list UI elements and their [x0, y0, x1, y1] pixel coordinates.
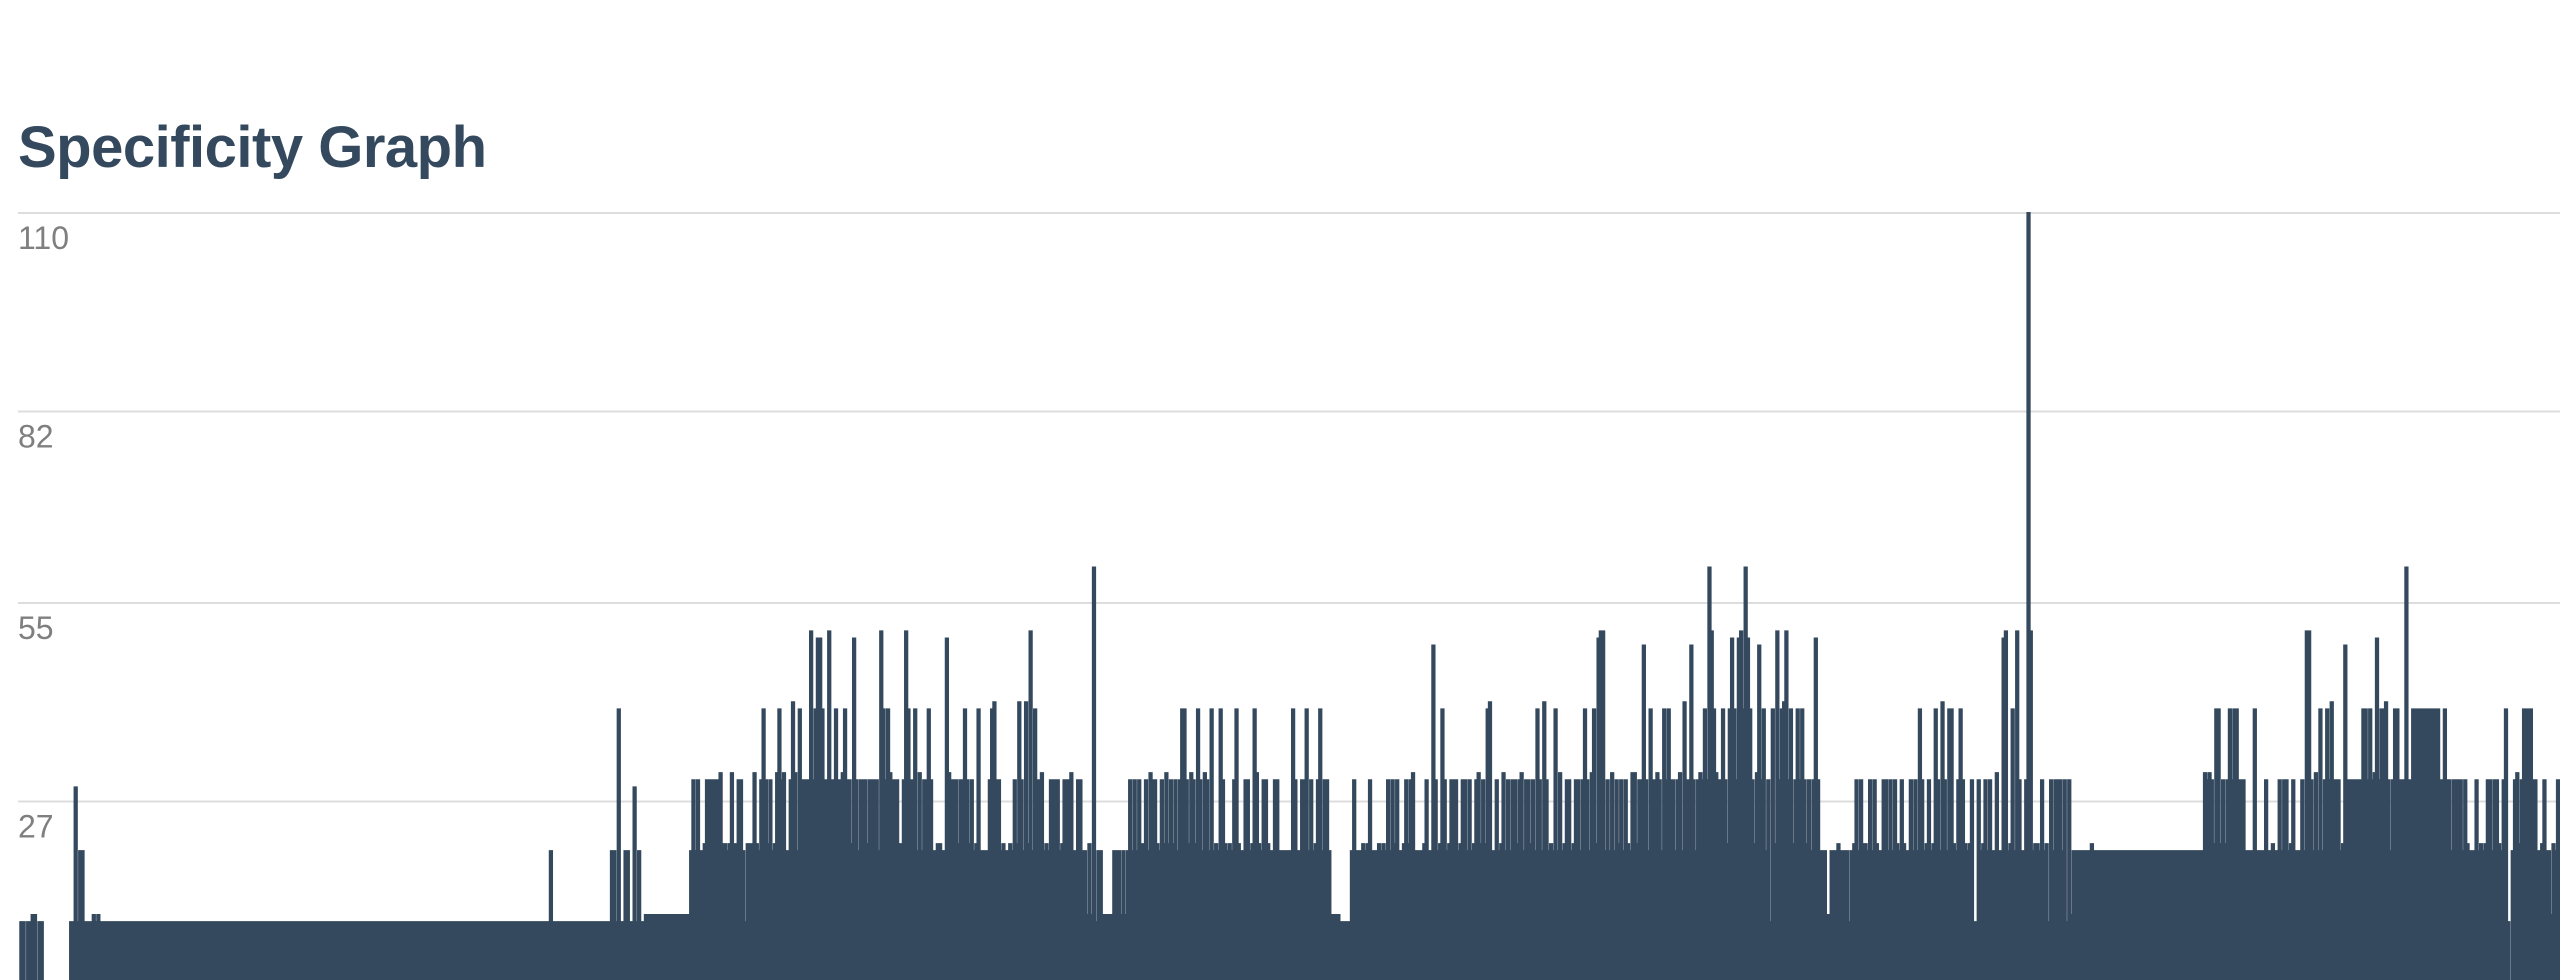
grid-layer: [18, 212, 2560, 803]
data-layer: [19, 212, 2560, 980]
y-tick-label: 82: [18, 419, 54, 455]
y-tick-label: 110: [18, 220, 69, 256]
specificity-series-area: [19, 212, 2560, 980]
y-axis-ticks: 110 82 55 27: [18, 220, 69, 845]
y-tick-label: 55: [18, 610, 54, 646]
page-title: Specificity Graph: [18, 115, 487, 180]
y-tick-label: 27: [18, 809, 54, 845]
